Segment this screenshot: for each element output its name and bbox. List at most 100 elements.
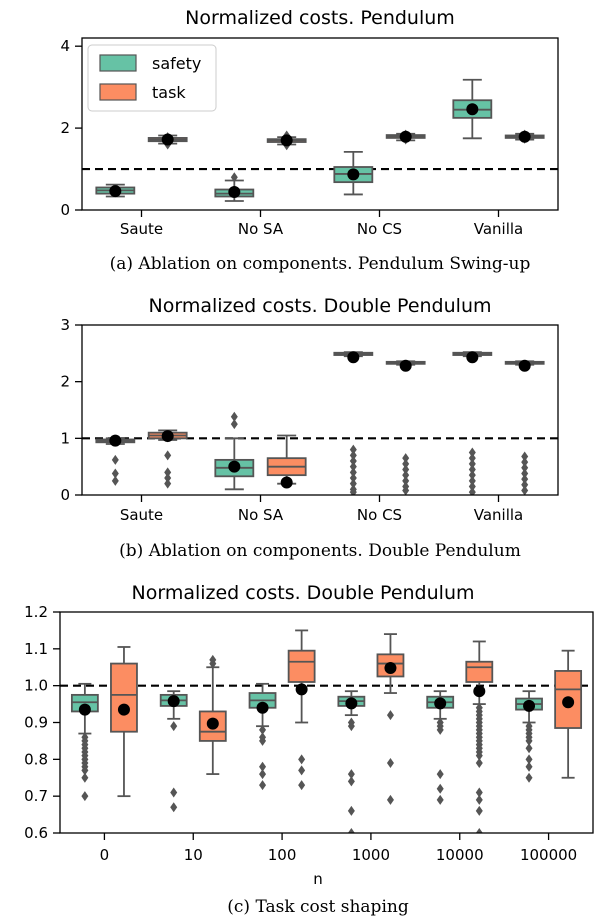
- x-tick-label: 0: [100, 846, 110, 864]
- x-tick-label: 100: [268, 846, 297, 864]
- outlier-point: [259, 769, 267, 780]
- box-body: [287, 649, 316, 683]
- box-safety-100000: [515, 690, 543, 783]
- x-tick-label: 10: [184, 846, 203, 864]
- x-tick-label: 10000: [436, 846, 484, 864]
- box-safety-0: [70, 682, 99, 802]
- x-tick-label: Saute: [120, 220, 163, 238]
- outlier-point: [475, 805, 483, 816]
- outlier-point: [402, 475, 410, 486]
- outlier-point: [402, 453, 410, 464]
- box-task-Vanilla: [504, 359, 545, 495]
- y-tick-label: 3: [60, 316, 70, 334]
- outlier-point: [170, 787, 178, 798]
- x-tick-label: No SA: [238, 220, 284, 238]
- legend-swatch-task: [99, 83, 137, 101]
- y-tick-label: 2: [60, 373, 70, 391]
- x-tick-label: No SA: [238, 506, 284, 524]
- box-body: [110, 662, 138, 733]
- box-task-Vanilla: [504, 129, 545, 144]
- outlier-point: [347, 769, 355, 780]
- mean-point: [473, 685, 486, 698]
- box-task-10: [198, 654, 227, 775]
- outlier-point: [349, 487, 357, 495]
- mean-point: [78, 703, 91, 716]
- outlier-point: [468, 458, 476, 469]
- legend-label-safety: safety: [152, 54, 201, 73]
- outlier-point: [164, 467, 172, 478]
- outlier-point: [347, 805, 355, 816]
- outlier-point: [386, 710, 394, 721]
- outlier-point: [475, 828, 483, 833]
- box-body: [465, 660, 494, 683]
- outlier-point: [402, 470, 410, 481]
- caption-a: (a) Ablation on components. Pendulum Swi…: [110, 254, 531, 274]
- mean-point: [562, 696, 575, 709]
- panel-b: Normalized costs. Double Pendulum 0 1 2 3 Sa…: [60, 295, 559, 561]
- outlier-point: [81, 765, 89, 776]
- legend-swatch-safety: [99, 54, 137, 72]
- outlier-point: [170, 802, 178, 813]
- box-task-No CS: [385, 129, 426, 145]
- outlier-point: [349, 444, 357, 455]
- mean-point: [399, 359, 412, 372]
- box-task-No CS: [385, 359, 426, 495]
- outlier-point: [521, 457, 529, 468]
- y-tick-label: 1: [60, 429, 70, 447]
- outlier-point: [349, 450, 357, 461]
- legend: safety task: [87, 44, 217, 112]
- y-tick-label: 1.1: [24, 640, 48, 658]
- x-tick-label: Vanilla: [474, 506, 524, 524]
- mean-point: [228, 460, 241, 473]
- outlier-point: [230, 411, 238, 422]
- outlier-point: [349, 478, 357, 489]
- outlier-point: [349, 456, 357, 466]
- plot-content: [82, 78, 558, 202]
- outlier-point: [468, 487, 476, 495]
- box-safety-No SA: [214, 172, 255, 202]
- outlier-point: [386, 794, 394, 805]
- outlier-point: [230, 172, 238, 183]
- outlier-point: [347, 828, 355, 833]
- mean-point: [161, 430, 174, 443]
- outlier-point: [468, 475, 476, 486]
- outlier-point: [436, 769, 444, 780]
- plot-area-a: 0 2 4 Saute No SA No CS Vanilla: [60, 37, 559, 238]
- y-tick-label: 0: [60, 201, 70, 219]
- x-tick-label: 1000: [352, 846, 390, 864]
- outlier-point: [164, 473, 172, 483]
- outlier-point: [525, 772, 533, 783]
- outlier-point: [111, 454, 119, 465]
- caption-c: (c) Task cost shaping: [227, 897, 409, 917]
- outlier-point: [349, 461, 357, 472]
- legend-label-task: task: [152, 83, 186, 102]
- x-tick-label: Vanilla: [474, 220, 524, 238]
- box-safety-100: [248, 682, 277, 791]
- box-safety-10000: [426, 690, 455, 805]
- mean-point: [518, 130, 531, 143]
- outlier-point: [298, 780, 306, 791]
- outlier-point: [525, 761, 533, 772]
- box-safety-No CS: [333, 150, 374, 196]
- box-safety-Saute: [95, 434, 136, 486]
- outlier-point: [521, 468, 529, 479]
- box-safety-No SA: [214, 411, 255, 491]
- outlier-point: [347, 721, 355, 732]
- mean-point: [117, 703, 130, 716]
- outlier-point: [298, 765, 306, 776]
- x-tick-label: No CS: [357, 220, 402, 238]
- mean-point: [466, 351, 479, 364]
- panel-a: Normalized costs. Pendulum 0 2 4 Saute No SA…: [60, 7, 559, 274]
- outlier-point: [521, 462, 529, 473]
- plot-content: [82, 351, 558, 495]
- mean-point: [399, 130, 412, 143]
- chart-title-b: Normalized costs. Double Pendulum: [149, 295, 492, 317]
- box-safety-Saute: [95, 183, 136, 198]
- box-task-1000: [376, 633, 405, 805]
- outlier-point: [81, 772, 89, 783]
- plot-area-c: 0.6 0.7 0.8 0.9 1.0 1.1 1.2 0 10 100 1000 10000 1000…: [24, 603, 594, 864]
- outlier-point: [521, 485, 529, 495]
- outlier-point: [298, 754, 306, 765]
- box-task-Saute: [147, 429, 188, 489]
- axes-frame: [59, 611, 594, 834]
